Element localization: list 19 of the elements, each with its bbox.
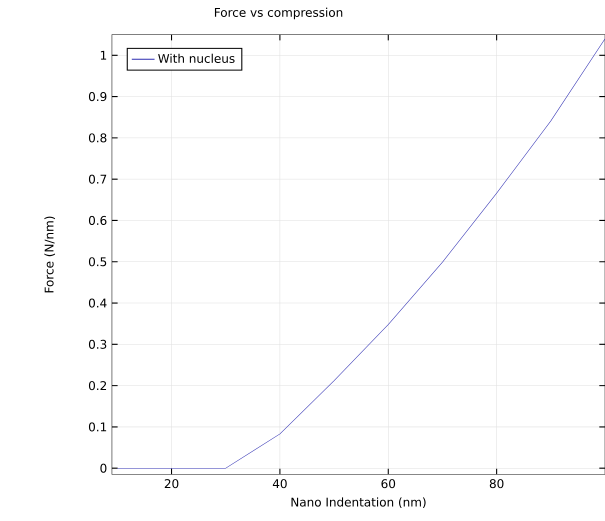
y-tick-label: 0.2	[88, 381, 106, 390]
chart-title: Force vs compression	[214, 8, 342, 20]
y-tick-label: 0.1	[88, 422, 106, 432]
x-tick-label: 60	[381, 479, 396, 488]
y-tick-label: 0.6	[88, 216, 106, 225]
y-tick-label: 0.3	[88, 340, 106, 349]
y-tick-label: 0.5	[88, 257, 106, 266]
x-tick-label: 20	[164, 479, 178, 488]
y-tick-label: 0.7	[88, 174, 106, 184]
y-tick-label: 0	[100, 464, 106, 473]
legend-label: With nucleus	[158, 54, 235, 63]
y-tick-label: 1	[100, 50, 106, 60]
x-tick-label: 80	[490, 479, 504, 488]
y-axis-title: Force (N/nm)	[44, 216, 56, 292]
x-tick-label: 40	[272, 479, 287, 488]
y-tick-label: 0.8	[88, 133, 106, 142]
y-tick-label: 0.9	[88, 92, 106, 102]
y-tick-label: 0.4	[88, 298, 107, 308]
x-axis-title: Nano Indentation (nm)	[291, 497, 426, 508]
